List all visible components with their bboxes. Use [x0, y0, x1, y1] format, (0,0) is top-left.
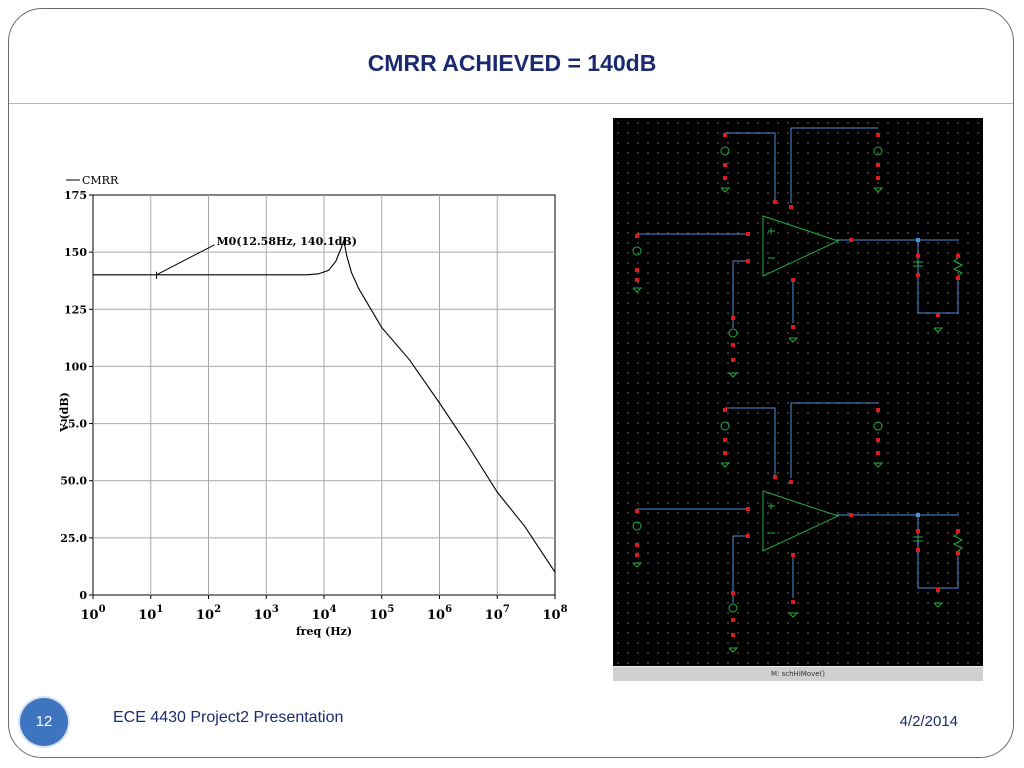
y-tick-label: 50.0 [60, 475, 87, 488]
pins-bottom [635, 408, 960, 637]
footer-date: 4/2/2014 [899, 713, 958, 730]
x-tick-label: 105 [369, 604, 394, 623]
y-tick-label: 75.0 [60, 418, 87, 431]
marker-label: M0(12.58Hz, 140.1dB) [217, 235, 357, 248]
y-tick-label: 0 [79, 589, 87, 602]
grid-layer [89, 194, 556, 599]
components-bottom [632, 421, 964, 653]
x-axis-label: freq (Hz) [296, 625, 352, 638]
y-axis-label: V (dB) [58, 392, 71, 433]
x-tick-label: 103 [254, 604, 279, 623]
schematic-status-bar: M: schHiMove() [613, 666, 983, 681]
x-tick-label: 100 [80, 604, 105, 623]
footer-presentation-title: ECE 4430 Project2 Presentation [113, 709, 344, 726]
schematic-panel [613, 118, 983, 666]
slide-title: CMRR ACHIEVED = 140dB [367, 50, 657, 76]
y-tick-label: 150 [64, 246, 87, 259]
marker-leader [156, 244, 215, 276]
legend-label: CMRR [82, 174, 119, 187]
components-top [632, 146, 964, 378]
pins-top [635, 133, 960, 362]
y-tick-label: 175 [64, 189, 87, 202]
page-number-badge: 12 [20, 698, 68, 746]
schematic-bottom [632, 402, 964, 653]
x-tick-label: 104 [311, 604, 336, 623]
slide-frame [8, 8, 1014, 758]
y-tick-label: 100 [64, 360, 87, 373]
x-tick-labels: 100 101 102 103 104 105 106 107 108 [80, 604, 567, 623]
x-tick-label: 107 [485, 604, 510, 623]
y-tick-label: 25.0 [60, 532, 87, 545]
x-tick-label: 101 [138, 604, 163, 623]
x-tick-label: 108 [542, 604, 567, 623]
x-tick-label: 102 [196, 604, 221, 623]
series-line-cmrr [93, 238, 556, 573]
title-divider [9, 103, 1013, 104]
y-tick-label: 125 [64, 303, 87, 316]
y-tick-labels: 0 25.0 50.0 75.0 100 125 150 175 [60, 189, 87, 602]
schematic-top [632, 127, 964, 378]
x-tick-label: 106 [427, 604, 452, 623]
